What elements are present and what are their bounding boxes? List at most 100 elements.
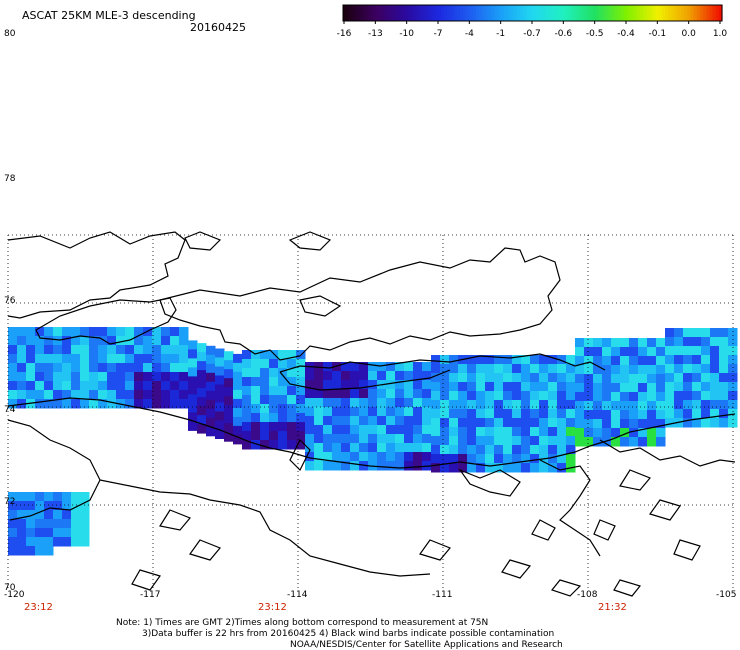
colorbar-tick-label: -0.7 [523,29,541,39]
swath-cell [692,373,702,383]
swath-cell [503,463,513,473]
swath-cell [170,381,180,391]
colorbar-tick-label: -13 [368,29,383,39]
swath-cell [449,364,459,374]
swath-cell [413,407,423,417]
swath-cell [359,398,369,408]
colorbar-segment [352,5,357,21]
swath-cell [107,327,117,337]
colorbar-segment [541,5,546,21]
colorbar-segment [624,5,628,21]
colorbar-segment [488,5,493,21]
colorbar-segment [361,5,366,21]
swath-cell [710,346,720,356]
swath-cell [530,436,540,446]
swath-cell [71,537,81,547]
swath-cell [521,409,531,419]
swath-cell [368,389,378,399]
swath-cell [629,428,639,438]
colorbar-segment [592,5,597,21]
swath-cell [665,418,675,428]
swath-cell [251,413,261,423]
swath-cell [80,510,90,520]
colorbar-tick-label: 0.0 [682,29,697,39]
swath-cell [8,399,18,409]
swath-cell [323,371,333,381]
swath-cell [710,373,720,383]
swath-cell [296,422,306,432]
swath-cell [98,399,108,409]
colorbar-segment [649,5,654,21]
swath-cell [332,389,342,399]
colorbar-segment [690,5,695,21]
colorbar-segment [387,5,391,21]
colorbar-tick-label: -4 [465,29,474,39]
swath-cell [404,416,414,426]
swath-cell [512,355,522,365]
swath-cell [332,434,342,444]
swath-cell [665,409,675,419]
swath-cell [368,452,378,462]
colorbar-segment [399,5,404,21]
swath-cell [575,374,585,384]
swath-cell [188,349,198,359]
swath-cell [494,364,504,374]
lon-label-114: -114 [287,590,308,600]
colorbar-segment [516,5,521,21]
swath-cell [305,398,315,408]
swath-cell [611,365,621,375]
swath-cell [242,368,252,378]
swath-cell [620,374,630,384]
swath-cell [728,346,738,356]
swath-cell [521,373,531,383]
swath-cell [566,418,576,428]
swath-cell [350,443,360,453]
lat-label-76: 76 [4,296,16,306]
swath-cell [656,383,666,393]
swath-cell [44,327,54,337]
swath-cell [656,347,666,357]
colorbar-segment [406,5,410,21]
swath-cell [611,347,621,357]
swath-cell [575,401,585,411]
swath-cell [215,393,225,403]
swath-cell [269,368,279,378]
swath-cell [530,364,540,374]
swath-cell [341,371,351,381]
swath-cell [8,528,18,538]
swath-cell [656,374,666,384]
swath-cell [710,337,720,347]
swath-cell [224,387,234,397]
swath-cell [485,454,495,464]
colorbar-segment [491,5,496,21]
swath-cell [260,395,270,405]
swath-cell [503,400,513,410]
swath-cell [530,427,540,437]
swath-cell [701,391,711,401]
swath-cell [674,346,684,356]
swath-cell [152,399,162,409]
swath-cell [368,380,378,390]
swath-cell [107,354,117,364]
swath-cell [134,363,144,373]
swath-cell [62,372,72,382]
swath-cell [116,372,126,382]
colorbar-segment [523,5,527,21]
swath-cell [62,327,72,337]
swath-cell [215,357,225,367]
swath-cell [386,461,396,471]
colorbar-segment [453,5,458,21]
swath-cell [215,348,225,358]
swath-cell [17,372,27,382]
swath-cell [62,501,72,511]
colorbar-segment [434,5,439,21]
swath-cell [512,445,522,455]
swath-cell [638,338,648,348]
swath-cell [575,410,585,420]
swath-cell [539,409,549,419]
swath-cell [152,363,162,373]
colorbar-segment [677,5,682,21]
colorbar-segment [497,5,502,21]
swath-cell [296,386,306,396]
swath-cell [341,461,351,471]
